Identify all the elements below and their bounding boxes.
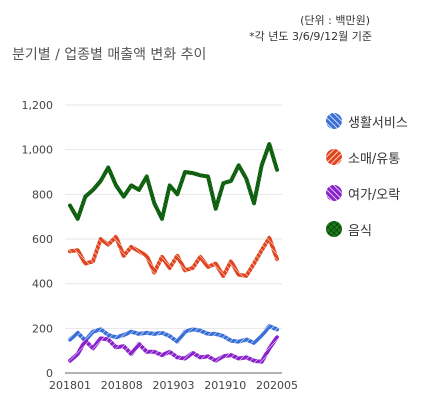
grid-lines xyxy=(65,104,282,374)
series-line xyxy=(68,324,279,345)
unit-label: (단위 : 백만원) xyxy=(300,14,370,27)
reference-note: *각 년도 3/6/9/12월 기준 xyxy=(249,30,372,43)
legend-label: 소매/유통 xyxy=(348,151,401,167)
y-tick-label: 400 xyxy=(32,278,53,291)
legend-item-living-services[interactable]: 생활서비스 xyxy=(326,103,408,139)
y-axis-ticks: 0 200 400 600 800 1,000 1,200 xyxy=(22,99,54,380)
legend-label: 음식 xyxy=(348,223,372,239)
legend-item-food[interactable]: 음식 xyxy=(326,211,408,247)
y-tick-label: 600 xyxy=(32,233,53,246)
series-line xyxy=(68,142,279,221)
x-axis-ticks: 201801 201808 201903 201910 202005 xyxy=(49,379,298,392)
y-tick-label: 1,000 xyxy=(22,144,54,157)
series-line xyxy=(68,234,279,278)
legend-label: 여가/오락 xyxy=(348,187,401,203)
y-tick-label: 800 xyxy=(32,188,53,201)
legend-swatch-retail xyxy=(326,149,342,165)
x-tick-label: 201808 xyxy=(101,379,143,392)
series-line xyxy=(68,335,279,364)
legend: 생활서비스 소매/유통 여가/오락 음식 xyxy=(326,103,408,247)
legend-label: 생활서비스 xyxy=(348,115,408,131)
series-lines xyxy=(68,142,279,364)
x-tick-label: 201903 xyxy=(153,379,195,392)
legend-item-leisure[interactable]: 여가/오락 xyxy=(326,175,408,211)
x-tick-label: 202005 xyxy=(256,379,298,392)
legend-swatch-food xyxy=(326,221,342,237)
y-tick-label: 1,200 xyxy=(22,99,54,112)
legend-swatch-living-services xyxy=(326,113,342,129)
legend-swatch-leisure xyxy=(326,185,342,201)
y-tick-label: 0 xyxy=(46,367,53,380)
x-tick-label: 201910 xyxy=(204,379,246,392)
legend-item-retail[interactable]: 소매/유통 xyxy=(326,139,408,175)
x-tick-label: 201801 xyxy=(49,379,91,392)
y-tick-label: 200 xyxy=(32,322,53,335)
chart-title: 분기별 / 업종별 매출액 변화 추이 xyxy=(12,47,207,63)
